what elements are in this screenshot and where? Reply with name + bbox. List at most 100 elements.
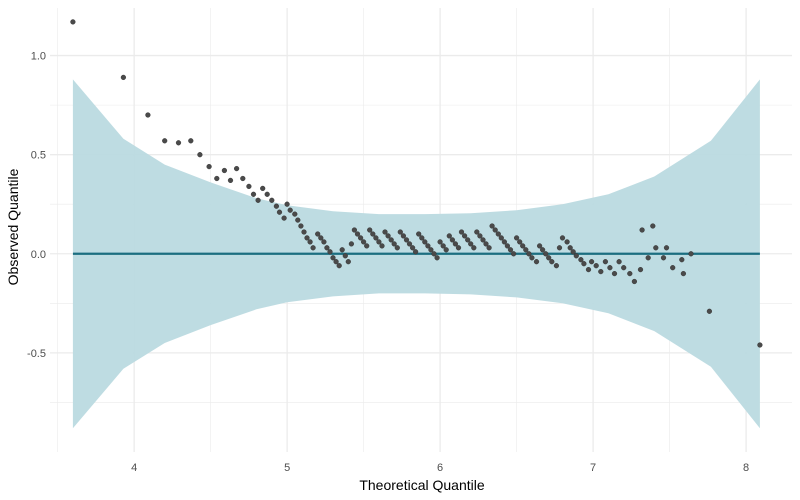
data-point — [510, 251, 517, 257]
data-point — [403, 237, 410, 243]
data-point — [440, 243, 446, 249]
data-point — [162, 138, 168, 144]
data-point — [670, 265, 676, 271]
x-tick-label: 7 — [590, 462, 596, 474]
data-point — [364, 243, 370, 249]
data-point — [567, 245, 573, 251]
data-point — [598, 269, 604, 275]
data-point — [321, 239, 327, 245]
data-point — [214, 175, 220, 182]
data-point — [458, 229, 465, 235]
data-point — [351, 227, 358, 233]
data-point — [70, 19, 76, 25]
y-tick-label: -0.5 — [27, 348, 46, 360]
data-point — [611, 271, 618, 277]
data-point — [310, 245, 316, 251]
data-point — [354, 231, 361, 237]
data-point — [327, 249, 333, 255]
data-point — [324, 245, 330, 251]
data-point — [413, 249, 419, 255]
data-point — [397, 229, 403, 235]
x-tick-label: 8 — [743, 462, 749, 474]
data-point — [520, 243, 526, 249]
data-point — [240, 175, 246, 182]
data-point — [221, 167, 228, 174]
data-point — [367, 227, 373, 233]
data-point — [517, 239, 523, 245]
x-axis-ticks: 4 5 6 7 8 — [131, 462, 749, 474]
data-point — [455, 245, 462, 251]
data-point — [539, 247, 546, 253]
data-point — [250, 191, 257, 197]
data-point — [631, 278, 638, 285]
data-point — [607, 265, 613, 271]
y-tick-label: 0.0 — [31, 249, 46, 261]
data-point — [227, 177, 234, 184]
data-point — [468, 241, 474, 247]
data-point — [391, 241, 397, 247]
data-point — [336, 263, 342, 269]
data-point — [593, 263, 599, 269]
data-point — [486, 245, 492, 251]
data-point — [437, 239, 443, 245]
data-point — [465, 237, 471, 243]
data-point — [120, 74, 127, 81]
data-point — [645, 255, 651, 261]
data-point — [570, 249, 576, 255]
y-axis-title: Observed Quantile — [5, 168, 21, 285]
y-tick-label: 1.0 — [31, 51, 46, 63]
data-point — [477, 233, 483, 239]
data-point — [422, 239, 428, 245]
data-point — [281, 215, 287, 221]
data-point — [406, 241, 413, 247]
data-point — [342, 253, 348, 259]
data-point — [400, 233, 407, 239]
data-point — [301, 229, 307, 235]
data-point — [706, 308, 713, 314]
data-point — [549, 259, 555, 265]
data-point — [680, 271, 687, 277]
data-point — [533, 259, 540, 265]
data-point — [394, 245, 400, 251]
data-point — [284, 201, 290, 207]
data-point — [443, 247, 449, 253]
data-point — [188, 138, 194, 144]
data-point — [318, 235, 324, 241]
data-point — [480, 237, 486, 243]
data-point — [616, 259, 622, 265]
data-point — [345, 259, 351, 265]
data-point — [564, 239, 570, 245]
data-point — [425, 243, 431, 249]
data-point — [175, 140, 182, 146]
data-point — [295, 217, 301, 223]
x-tick-label: 4 — [131, 462, 137, 474]
data-point — [585, 267, 592, 273]
data-point — [234, 166, 240, 172]
data-point — [373, 235, 379, 241]
data-point — [581, 261, 587, 267]
data-point — [650, 223, 656, 229]
data-point — [431, 251, 437, 257]
data-point — [637, 267, 644, 273]
data-point — [474, 229, 480, 235]
data-point — [382, 229, 388, 235]
data-point — [419, 235, 425, 241]
data-point — [452, 241, 459, 247]
data-point — [376, 239, 382, 245]
data-point — [757, 342, 763, 348]
data-point — [513, 235, 520, 241]
data-point — [556, 245, 563, 251]
data-point — [639, 227, 645, 233]
x-tick-label: 5 — [284, 462, 290, 474]
data-point — [333, 259, 339, 265]
data-point — [688, 251, 694, 257]
data-point — [523, 247, 529, 253]
data-point — [526, 251, 532, 257]
data-point — [197, 152, 203, 158]
x-tick-label: 6 — [437, 462, 443, 474]
x-axis-title: Theoretical Quantile — [359, 477, 485, 493]
data-point — [298, 223, 304, 229]
data-point — [358, 235, 364, 241]
